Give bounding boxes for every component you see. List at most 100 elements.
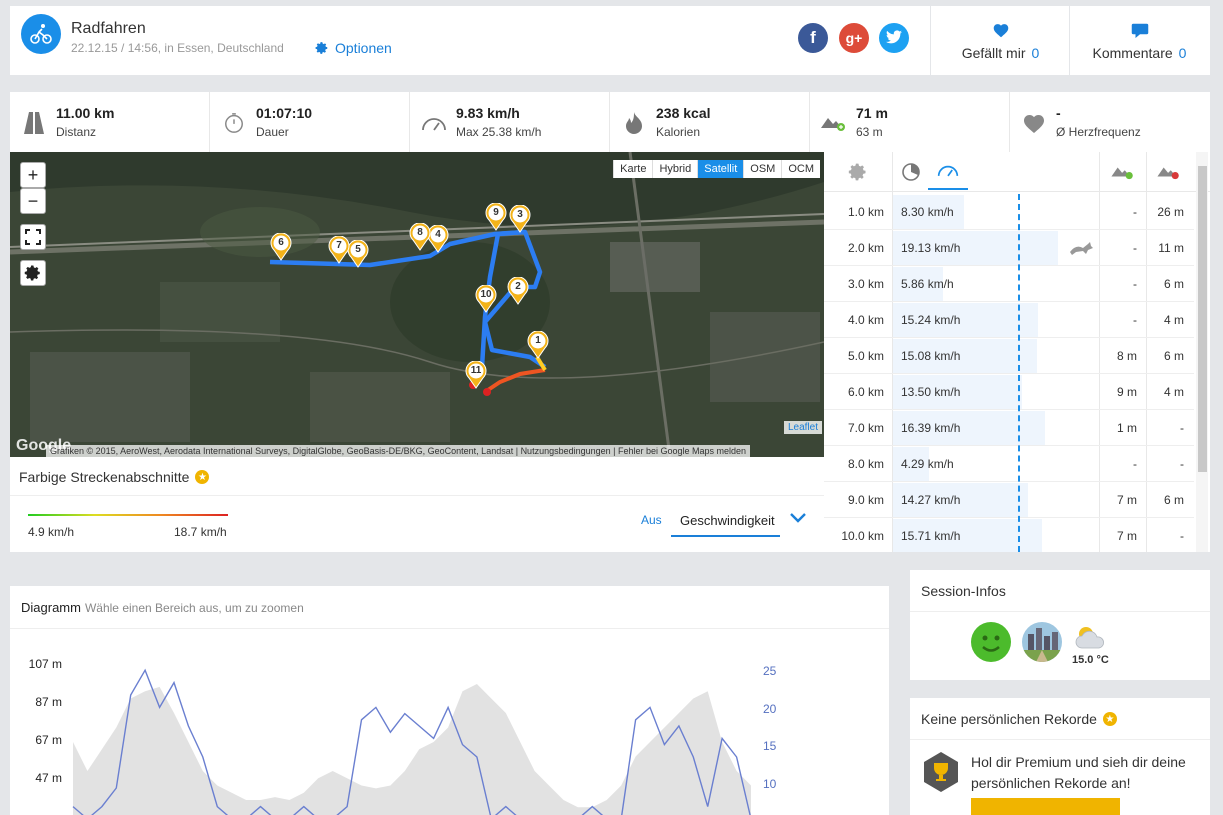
- leaflet-link[interactable]: Leaflet: [783, 421, 822, 434]
- stat-label: Ø Herzfrequenz: [1056, 125, 1141, 139]
- speed-bar: [893, 375, 1022, 409]
- report-error-link[interactable]: Fehler bei Google Maps melden: [617, 446, 747, 456]
- column-divider: [1099, 152, 1100, 552]
- table-row[interactable]: 8.0 km 4.29 km/h - -: [824, 446, 1194, 482]
- zoom-out-button[interactable]: −: [20, 188, 46, 214]
- route-marker[interactable]: 10: [475, 285, 497, 313]
- gear-icon: [848, 163, 866, 181]
- speed-tab[interactable]: [928, 152, 968, 190]
- stat-duration: 01:07:10 Dauer: [210, 92, 410, 152]
- route-marker[interactable]: 2: [507, 277, 529, 305]
- table-row[interactable]: 9.0 km 14.27 km/h 7 m 6 m: [824, 482, 1194, 518]
- route-marker[interactable]: 3: [509, 205, 531, 233]
- segments-select[interactable]: Geschwindigkeit: [671, 505, 780, 537]
- ascent-cell: 7 m: [1116, 493, 1137, 507]
- segments-off-button[interactable]: Aus: [641, 513, 662, 527]
- chevron-down-icon[interactable]: [790, 511, 806, 526]
- route-marker-label: 3: [517, 209, 523, 220]
- speed-cell: 19.13 km/h: [901, 241, 961, 255]
- like-count: 0: [1031, 45, 1040, 61]
- stopwatch-icon: [221, 110, 247, 136]
- heart-icon: [993, 24, 1008, 38]
- route-marker[interactable]: 11: [465, 361, 487, 389]
- comments-button[interactable]: Kommentare 0: [1070, 6, 1209, 75]
- route-marker[interactable]: 8: [409, 223, 431, 251]
- cycling-avatar-icon: [21, 14, 61, 54]
- urban-terrain-icon: [1022, 622, 1062, 662]
- fullscreen-button[interactable]: [20, 224, 46, 250]
- google-plus-share-button[interactable]: g+: [839, 23, 869, 53]
- speed-cell: 16.39 km/h: [901, 421, 961, 435]
- table-row[interactable]: 2.0 km 19.13 km/h - 11 m: [824, 230, 1194, 266]
- elevation-speed-chart[interactable]: 107 m 87 m 67 m 47 m 25 20 15 10: [10, 629, 889, 815]
- stat-value: -: [1056, 105, 1061, 121]
- like-label: Gefällt mir: [961, 45, 1026, 61]
- km-cell: 6.0 km: [847, 385, 884, 399]
- speed-bar: [893, 303, 1038, 337]
- stat-calories: 238 kcal Kalorien: [610, 92, 810, 152]
- stat-value: 01:07:10: [256, 105, 313, 121]
- layer-tab-karte[interactable]: Karte: [613, 160, 652, 178]
- layer-tab-ocm[interactable]: OCM: [781, 160, 820, 178]
- heart-icon: [1021, 110, 1047, 136]
- pace-tab[interactable]: [896, 152, 926, 192]
- twitter-share-button[interactable]: [879, 23, 909, 53]
- table-row[interactable]: 4.0 km 15.24 km/h - 4 m: [824, 302, 1194, 338]
- zoom-in-button[interactable]: +: [20, 162, 46, 188]
- descent-column: [1146, 152, 1192, 192]
- star-icon: ★: [195, 470, 210, 484]
- speed-bar: [893, 195, 964, 229]
- terms-link[interactable]: Nutzungsbedingungen: [520, 446, 611, 456]
- route-marker[interactable]: 7: [328, 236, 350, 264]
- table-row[interactable]: 1.0 km 8.30 km/h - 26 m: [824, 194, 1194, 230]
- route-marker-label: 2: [515, 281, 521, 292]
- map-layer-tabs: Karte Hybrid Satellit OSM OCM: [613, 160, 820, 178]
- layer-tab-osm[interactable]: OSM: [743, 160, 781, 178]
- diagram-panel: Diagramm Wähle einen Bereich aus, um zu z…: [10, 586, 889, 815]
- settings-tab[interactable]: [824, 152, 892, 192]
- table-header: [824, 152, 1210, 192]
- map-attribution: Grafiken © 2015, AeroWest, Aerodata Inte…: [46, 445, 751, 457]
- table-row[interactable]: 3.0 km 5.86 km/h - 6 m: [824, 266, 1194, 302]
- route-marker[interactable]: 5: [347, 240, 369, 268]
- segments-title: Farbige Streckenabschnitte ★: [19, 469, 210, 485]
- stats-bar: 11.00 km Distanz 01:07:10 Dauer 9.83 km/…: [10, 92, 1210, 152]
- route-marker[interactable]: 1: [527, 331, 549, 359]
- route-marker[interactable]: 6: [270, 233, 292, 261]
- map-settings-button[interactable]: [20, 260, 46, 286]
- twitter-icon: [886, 29, 902, 47]
- records-title: Keine persönlichen Rekorde ★: [921, 711, 1117, 727]
- flame-icon: [621, 110, 647, 136]
- column-divider: [892, 152, 893, 552]
- descent-cell: 6 m: [1163, 349, 1184, 363]
- descent-cell: 11 m: [1158, 241, 1184, 255]
- satellite-imagery: [10, 152, 824, 457]
- stat-heartrate: - Ø Herzfrequenz: [1010, 92, 1210, 152]
- facebook-share-button[interactable]: f: [798, 23, 828, 53]
- table-row[interactable]: 6.0 km 13.50 km/h 9 m 4 m: [824, 374, 1194, 410]
- speed-cell: 14.27 km/h: [901, 493, 961, 507]
- speed-gradient-bar: [28, 514, 228, 516]
- table-row[interactable]: 10.0 km 15.71 km/h 7 m -: [824, 518, 1194, 552]
- descent-cell: 26 m: [1157, 205, 1184, 219]
- google-plus-icon: g+: [845, 30, 863, 46]
- table-row[interactable]: 7.0 km 16.39 km/h 1 m -: [824, 410, 1194, 446]
- options-button[interactable]: Optionen: [315, 40, 392, 56]
- layer-tab-hybrid[interactable]: Hybrid: [652, 160, 697, 178]
- layer-tab-satellit[interactable]: Satellit: [697, 160, 744, 178]
- table-row[interactable]: 5.0 km 15.08 km/h 8 m 6 m: [824, 338, 1194, 374]
- comment-icon: [1131, 23, 1148, 38]
- km-cell: 9.0 km: [847, 493, 884, 507]
- route-map[interactable]: 1 2 3 4 5 6 7 8 9 10 11 + − Karte Hybrid Satellit …: [10, 152, 824, 457]
- scrollbar-thumb[interactable]: [1198, 166, 1207, 472]
- premium-button[interactable]: [971, 798, 1120, 815]
- gradient-min: 4.9 km/h: [28, 525, 75, 539]
- route-marker[interactable]: 9: [485, 203, 507, 231]
- ascent-cell: -: [1133, 313, 1137, 327]
- like-button[interactable]: Gefällt mir 0: [931, 6, 1070, 75]
- route-marker-label: 4: [435, 229, 441, 240]
- y-left-tick: 107 m: [29, 657, 62, 671]
- divider: [10, 495, 824, 496]
- ascent-cell: 7 m: [1116, 529, 1137, 543]
- km-cell: 7.0 km: [847, 421, 884, 435]
